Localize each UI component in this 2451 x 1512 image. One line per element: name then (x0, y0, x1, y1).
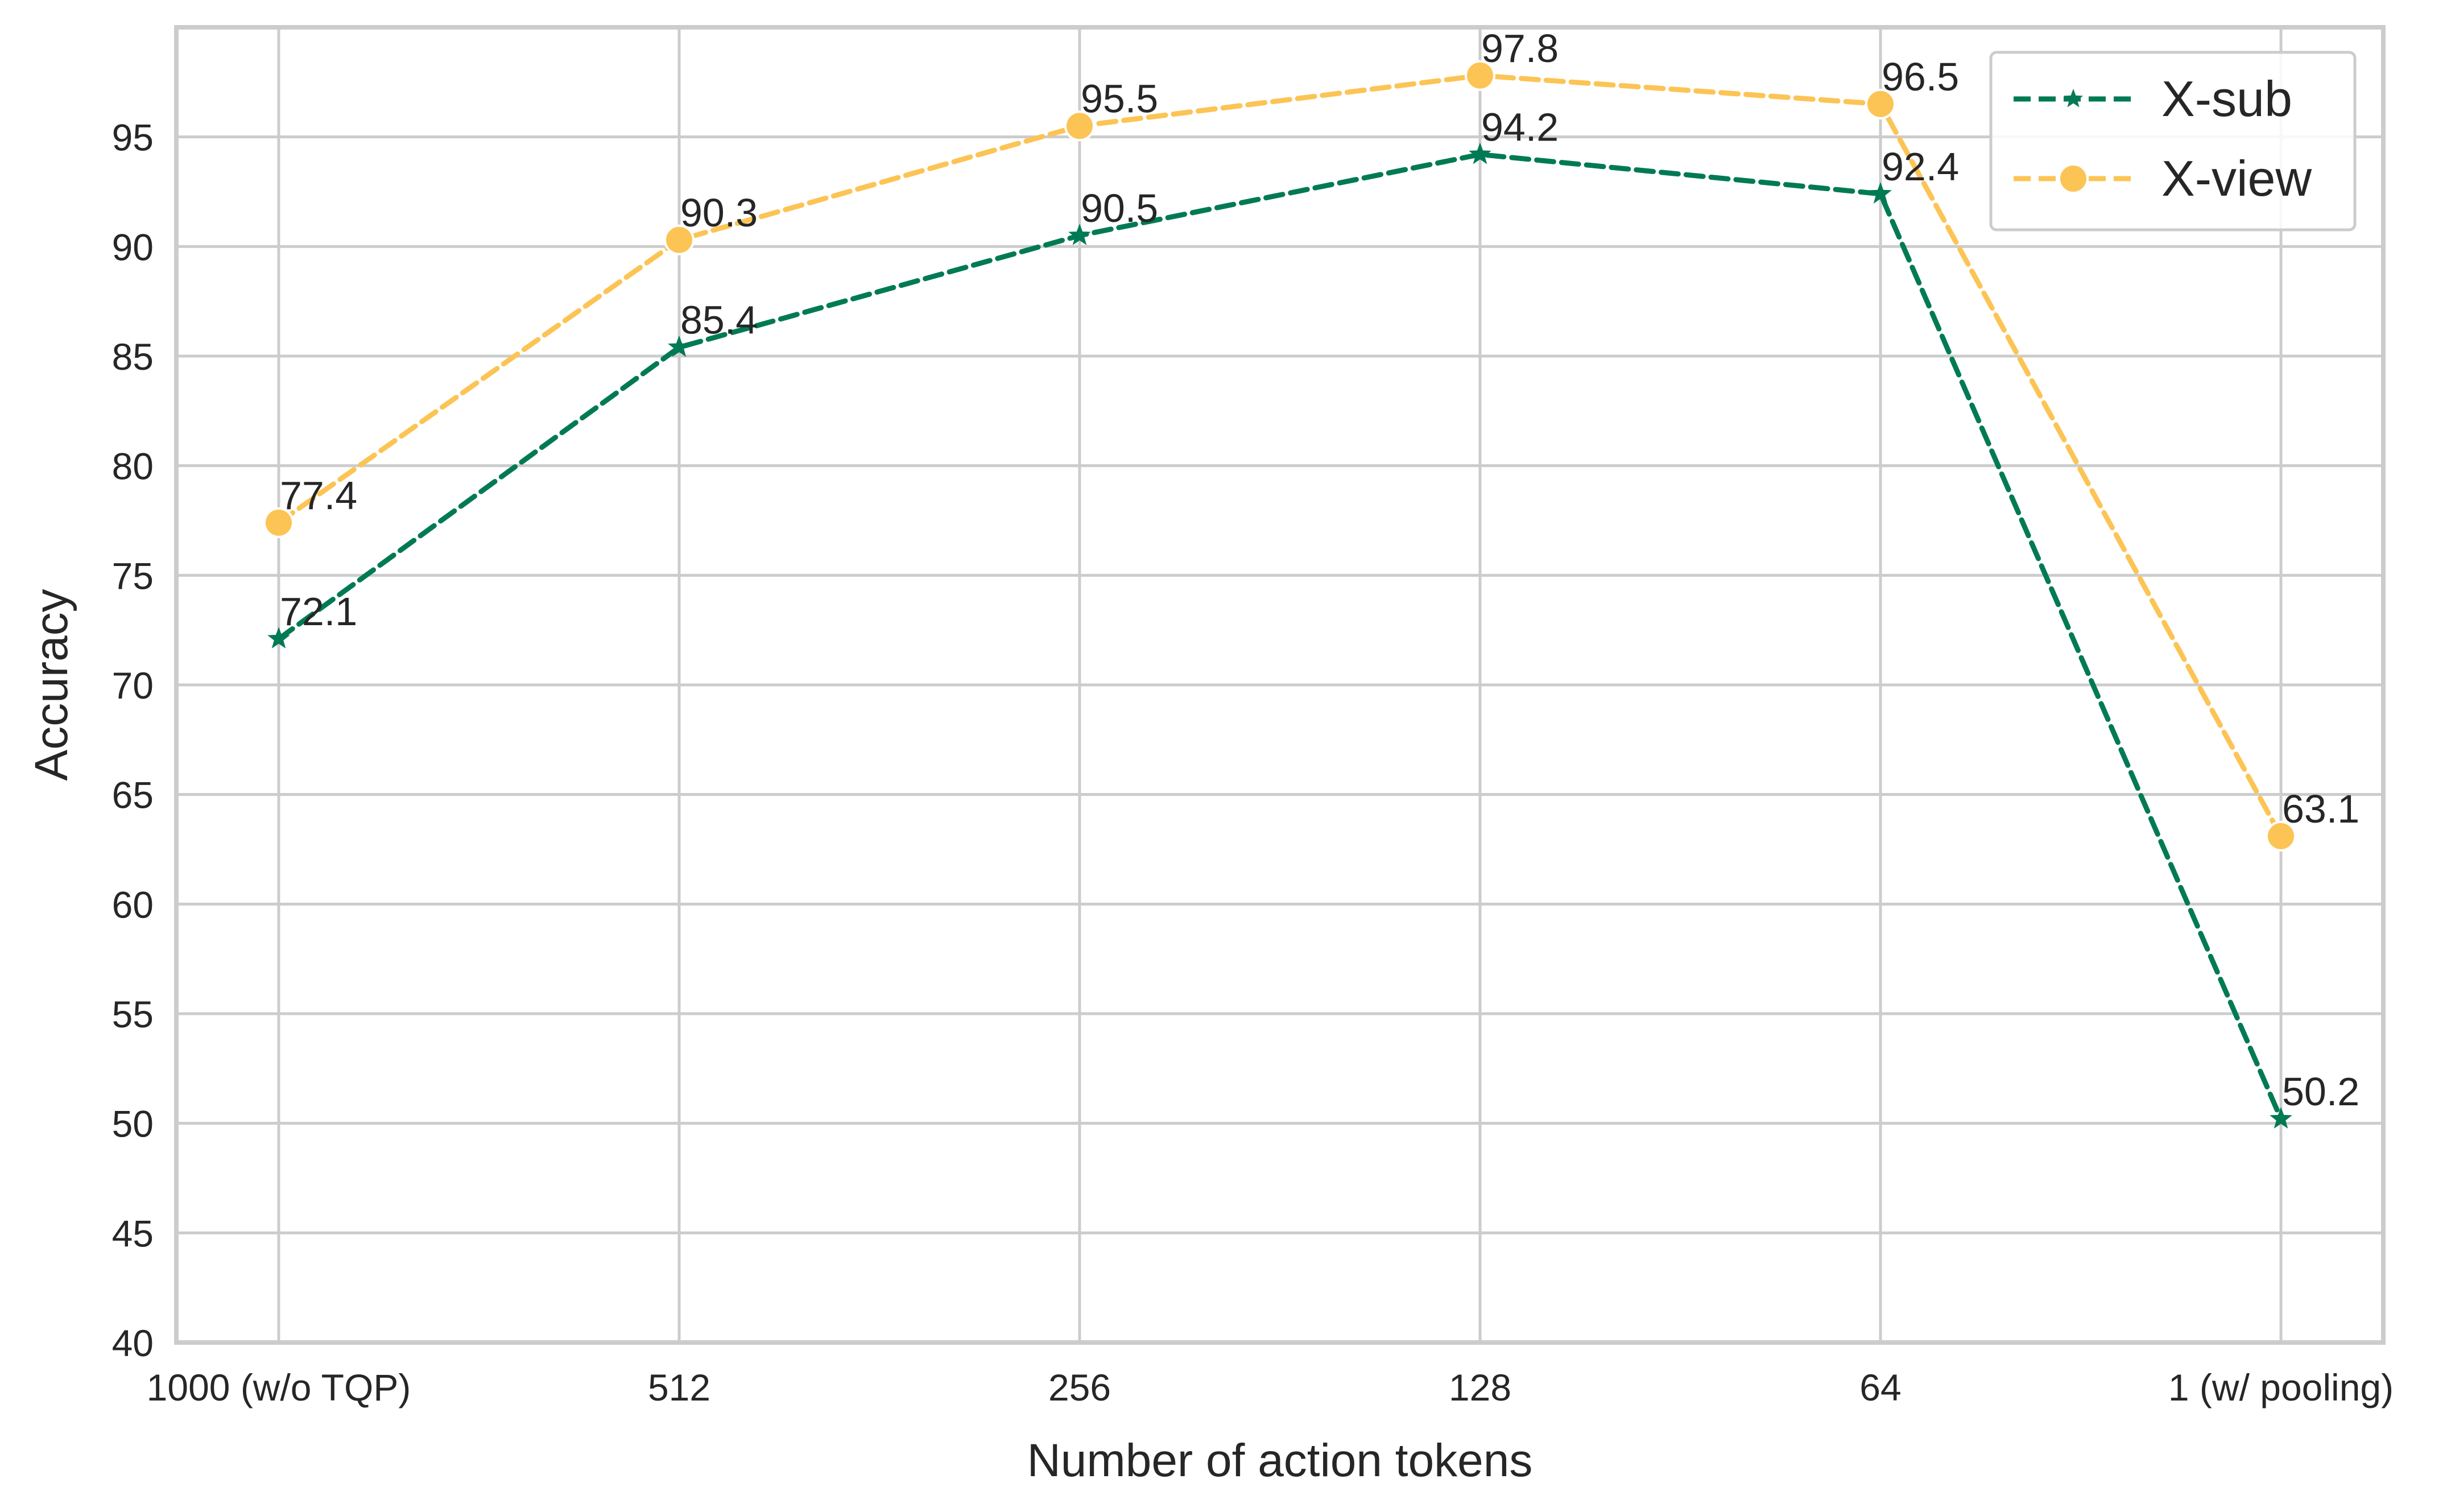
y-tick-label: 90 (112, 226, 154, 268)
data-point-x-sub (1068, 224, 1091, 245)
data-point-x-view (1865, 88, 1896, 119)
y-tick-label: 50 (112, 1103, 154, 1145)
legend-marker-circle (2058, 163, 2089, 194)
x-tick-label: 1 (w/ pooling) (2168, 1366, 2394, 1408)
y-tick-label: 70 (112, 664, 154, 707)
data-labels: 77.4 90.3 95.5 97.8 96.5 63.1 72.1 85.4 90.5 94.2… (280, 26, 2359, 1114)
grid (176, 27, 2383, 1344)
legend-item-x-view: X-view (2014, 150, 2312, 206)
y-tick-label: 65 (112, 774, 154, 816)
data-point-x-view (2266, 820, 2296, 852)
y-tick-label: 95 (112, 117, 154, 159)
x-tick-label: 64 (1859, 1366, 1901, 1408)
data-label-x-sub: 92.4 (1882, 144, 1959, 189)
series-line-x-view (276, 73, 2284, 839)
y-tick-label: 85 (112, 336, 154, 378)
y-tick-label: 40 (112, 1322, 154, 1364)
legend-marker-star (2063, 89, 2084, 108)
data-label-x-sub: 85.4 (680, 298, 758, 342)
data-label-x-view: 90.3 (680, 191, 758, 235)
x-axis-label: Number of action tokens (1027, 1435, 1533, 1486)
data-label-x-sub: 72.1 (280, 589, 357, 634)
data-label-x-view: 97.8 (1481, 26, 1559, 71)
data-label-x-view: 63.1 (2282, 787, 2359, 831)
plot-frame (174, 25, 2386, 1345)
data-point-x-sub (1469, 142, 1491, 164)
data-point-x-view (1064, 110, 1095, 142)
data-point-x-sub (668, 335, 691, 357)
data-point-x-sub (2270, 1107, 2292, 1129)
legend-item-x-sub: X-sub (2014, 71, 2292, 127)
data-label-x-sub: 90.5 (1081, 186, 1158, 230)
axis-ticks: 40 45 50 55 60 65 70 75 80 85 90 95 1000 (w/o TQP) 51… (112, 117, 2394, 1408)
data-label-x-view: 77.4 (280, 473, 357, 518)
data-point-x-view (263, 507, 294, 538)
x-tick-label: 1000 (w/o TQP) (147, 1366, 411, 1408)
y-tick-label: 75 (112, 555, 154, 597)
data-label-x-view: 96.5 (1882, 55, 1959, 99)
data-point-x-view (1465, 60, 1495, 91)
y-tick-label: 80 (112, 445, 154, 488)
x-tick-label: 512 (648, 1366, 710, 1408)
y-tick-label: 55 (112, 993, 154, 1035)
y-tick-label: 45 (112, 1212, 154, 1254)
legend: X-sub X-view (1989, 51, 2357, 232)
data-point-x-sub (267, 627, 290, 648)
legend-label-x-view: X-view (2161, 150, 2312, 206)
legend-label-x-sub: X-sub (2161, 71, 2292, 127)
x-tick-label: 256 (1048, 1366, 1111, 1408)
y-tick-label: 60 (112, 883, 154, 926)
data-label-x-view: 95.5 (1081, 76, 1158, 121)
series-line-x-sub (276, 151, 2284, 1122)
series-lines (263, 60, 2296, 1129)
data-label-x-sub: 94.2 (1481, 105, 1559, 149)
x-tick-label: 128 (1449, 1366, 1511, 1408)
y-axis-label: Accuracy (26, 589, 77, 780)
data-label-x-sub: 50.2 (2282, 1069, 2359, 1114)
data-point-x-view (664, 224, 695, 255)
data-point-x-sub (1869, 182, 1892, 204)
